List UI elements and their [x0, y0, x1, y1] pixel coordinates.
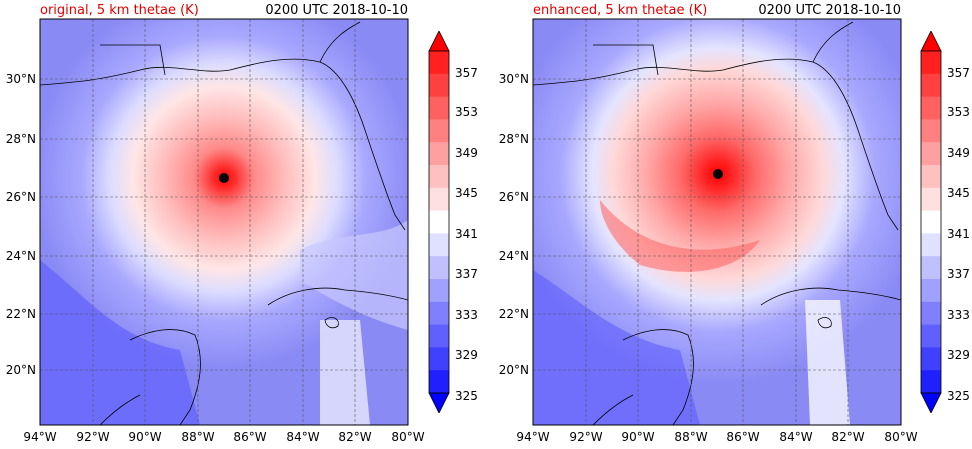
colorbar-left-tick-329: 329	[455, 348, 478, 362]
left-xtick-80W: 80°W	[391, 430, 425, 444]
right-xtick-88W: 88°W	[674, 430, 708, 444]
colorbar-segment	[921, 51, 941, 75]
colorbar-left-tick-341: 341	[455, 227, 478, 241]
left-ytick-28N: 28°N	[5, 132, 36, 146]
left-ytick-20N: 20°N	[5, 363, 36, 377]
colorbar-left-tick-325: 325	[455, 389, 478, 403]
colorbar-segment	[429, 347, 449, 371]
colorbar-segment	[429, 233, 449, 257]
colorbar-right-tick-357: 357	[947, 66, 970, 80]
colorbar-left-tick-337: 337	[455, 267, 478, 281]
colorbar-right-tick-337: 337	[947, 267, 970, 281]
colorbar-segment	[429, 279, 449, 303]
right-xtick-86W: 86°W	[726, 430, 760, 444]
left-xtick-82W: 82°W	[338, 430, 372, 444]
colorbar-segment	[921, 347, 941, 371]
colorbar-right-tick-349: 349	[947, 146, 970, 160]
left-xtick-84W: 84°W	[286, 430, 320, 444]
right-ytick-30N: 30°N	[498, 72, 529, 86]
colorbar-segment	[429, 165, 449, 189]
colorbar-segment	[921, 370, 941, 394]
colorbar-segment	[429, 210, 449, 234]
right-ytick-22N: 22°N	[498, 307, 529, 321]
colorbar-segment	[921, 256, 941, 280]
right-xtick-90W: 90°W	[621, 430, 655, 444]
right-ytick-26N: 26°N	[498, 190, 529, 204]
panel-left-time: 0200 UTC 2018-10-10	[265, 3, 408, 18]
colorbar-extend-bottom	[920, 392, 942, 413]
colorbar-right-tick-353: 353	[947, 105, 970, 119]
left-ytick-22N: 22°N	[5, 307, 36, 321]
colorbar-segment	[921, 165, 941, 189]
left-xtick-88W: 88°W	[181, 430, 215, 444]
left-xtick-90W: 90°W	[128, 430, 162, 444]
right-xtick-84W: 84°W	[779, 430, 813, 444]
colorbar-segment	[921, 73, 941, 98]
left-xtick-94W: 94°W	[23, 430, 57, 444]
right-ytick-20N: 20°N	[498, 363, 529, 377]
colorbar-segment	[429, 256, 449, 280]
colorbar-segment	[429, 96, 449, 120]
colorbar-left-tick-357: 357	[455, 66, 478, 80]
colorbar-right-tick-325: 325	[947, 389, 970, 403]
colorbar-segment	[921, 324, 941, 348]
colorbar-segment	[429, 187, 449, 212]
colorbar-left-tick-333: 333	[455, 308, 478, 322]
panel-left-colorbar	[428, 31, 450, 413]
right-xtick-92W: 92°W	[569, 430, 603, 444]
left-ytick-30N: 30°N	[5, 72, 36, 86]
right-xtick-82W: 82°W	[831, 430, 865, 444]
colorbar-segment	[921, 119, 941, 143]
colorbar-segment	[921, 96, 941, 120]
left-ytick-24N: 24°N	[5, 249, 36, 263]
panel-left-title: original, 5 km thetae (K)	[40, 3, 199, 18]
colorbar-right-tick-341: 341	[947, 227, 970, 241]
colorbar-segment	[429, 142, 449, 166]
panel-right-time: 0200 UTC 2018-10-10	[758, 3, 901, 18]
colorbar-segment	[429, 370, 449, 394]
colorbar-segment	[429, 119, 449, 143]
colorbar-segment	[429, 324, 449, 348]
right-ytick-24N: 24°N	[498, 249, 529, 263]
right-xtick-80W: 80°W	[884, 430, 918, 444]
left-ytick-26N: 26°N	[5, 190, 36, 204]
colorbar-right-tick-345: 345	[947, 186, 970, 200]
right-xtick-94W: 94°W	[516, 430, 550, 444]
colorbar-right-tick-329: 329	[947, 348, 970, 362]
colorbar-left-tick-353: 353	[455, 105, 478, 119]
colorbar-extend-top	[920, 31, 942, 52]
left-xtick-92W: 92°W	[76, 430, 110, 444]
colorbar-segment	[921, 187, 941, 212]
left-xtick-86W: 86°W	[233, 430, 267, 444]
colorbar-segment	[921, 210, 941, 234]
colorbar-segment	[429, 301, 449, 326]
panel-right-title: enhanced, 5 km thetae (K)	[533, 3, 708, 18]
colorbar-left-tick-345: 345	[455, 186, 478, 200]
panel-right-colorbar	[920, 31, 942, 413]
colorbar-segment	[921, 279, 941, 303]
colorbar-segment	[921, 142, 941, 166]
colorbar-frame	[920, 50, 942, 394]
colorbar-segment	[429, 73, 449, 98]
colorbar-left-tick-349: 349	[455, 146, 478, 160]
right-ytick-28N: 28°N	[498, 132, 529, 146]
colorbar-frame	[428, 50, 450, 394]
colorbar-segment	[429, 51, 449, 75]
colorbar-segment	[921, 301, 941, 326]
colorbar-segment	[921, 233, 941, 257]
colorbar-right-tick-333: 333	[947, 308, 970, 322]
